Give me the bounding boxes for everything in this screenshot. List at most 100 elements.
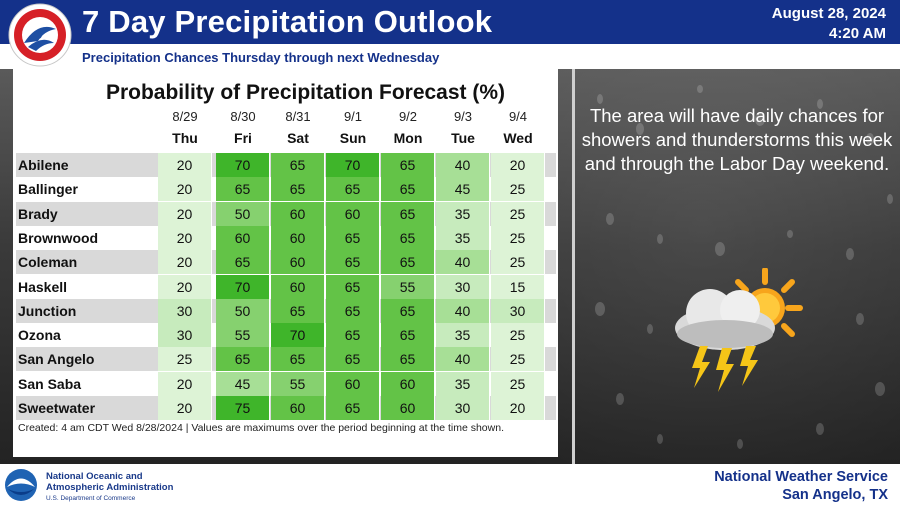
pop-cell: 35 [436, 225, 490, 250]
page-title: 7 Day Precipitation Outlook [82, 4, 493, 39]
table-row: Haskell 20 70 60 65 55 30 15 [16, 274, 556, 299]
pop-cell: 60 [271, 225, 325, 250]
pop-cell: 65 [381, 177, 435, 202]
office-line1: National Weather Service [714, 469, 888, 485]
pop-cell: 65 [381, 250, 435, 275]
pop-cell: 15 [491, 274, 545, 299]
pop-cell: 20 [158, 250, 212, 275]
day-date: 8/30 [230, 109, 256, 124]
nws-logo-icon [8, 3, 72, 67]
table-row: Brady 20 50 60 60 65 35 25 [16, 201, 556, 226]
day-header: 9/1 Sun [326, 107, 380, 149]
issue-datetime: August 28, 2024 4:20 AM [772, 4, 886, 44]
day-date: 8/29 [172, 109, 198, 124]
city-name: San Saba [18, 375, 82, 392]
pop-cell: 65 [326, 177, 380, 202]
city-name: Sweetwater [18, 400, 96, 416]
pop-cell: 45 [436, 177, 490, 202]
pop-cell: 60 [271, 274, 325, 299]
table-row: Abilene 20 70 65 70 65 40 20 [16, 153, 556, 177]
city-name: Haskell [18, 278, 68, 295]
header-bar: 7 Day Precipitation Outlook August 28, 2… [0, 0, 900, 44]
pop-cell: 20 [158, 225, 212, 250]
day-header: 8/30 Fri [216, 107, 270, 149]
pop-cell: 60 [381, 371, 435, 396]
city-name: Coleman [18, 254, 78, 271]
pop-cell: 25 [491, 250, 545, 275]
pop-cell: 70 [216, 153, 270, 177]
pop-cell: 55 [216, 323, 270, 348]
forecast-summary: The area will have daily chances for sho… [581, 105, 893, 174]
pop-cell: 20 [158, 177, 212, 202]
day-date: 9/1 [343, 109, 363, 124]
day-header: 8/29 Thu [158, 107, 212, 149]
pop-cell: 75 [216, 396, 270, 420]
pop-cell: 25 [491, 201, 545, 226]
pop-cell: 65 [326, 225, 380, 250]
noaa-department: U.S. Department of Commerce [46, 495, 136, 502]
day-header: 9/2 Mon [381, 107, 435, 149]
pop-cell: 40 [436, 298, 490, 323]
city-name: Abilene [18, 157, 69, 173]
page-subtitle: Precipitation Chances Thursday through n… [82, 50, 440, 65]
pop-cell: 65 [381, 347, 435, 372]
noaa-logo-icon [5, 469, 37, 501]
city-name: Ballinger [18, 181, 78, 198]
panel-divider [572, 69, 575, 464]
pop-cell: 65 [216, 250, 270, 275]
issue-time: 4:20 AM [829, 25, 886, 42]
table-title: Probability of Precipitation Forecast (%… [105, 81, 506, 104]
day-name: Sat [287, 130, 309, 146]
city-name: Brady [18, 205, 58, 222]
pop-cell: 20 [491, 396, 545, 420]
pop-cell: 70 [271, 323, 325, 348]
pop-cell: 35 [436, 201, 490, 226]
pop-cell: 30 [158, 298, 212, 323]
table-row: San Saba 20 45 55 60 60 35 25 [16, 371, 556, 396]
pop-cell: 25 [158, 347, 212, 372]
pop-cell: 65 [326, 250, 380, 275]
pop-cell: 35 [436, 371, 490, 396]
pop-cell: 60 [326, 371, 380, 396]
pop-cell: 20 [158, 153, 212, 177]
pop-cell: 60 [271, 201, 325, 226]
pop-cell: 60 [271, 396, 325, 420]
pop-cell: 65 [381, 298, 435, 323]
footer-bar: National Oceanic and Atmospheric Adminis… [0, 464, 900, 506]
day-date: 8/31 [285, 109, 311, 124]
day-name: Thu [172, 130, 198, 146]
pop-cell: 65 [326, 323, 380, 348]
pop-cell: 65 [216, 177, 270, 202]
noaa-name-line1: National Oceanic and [46, 471, 143, 482]
noaa-name-line2: Atmospheric Administration [46, 482, 174, 493]
pop-cell: 30 [436, 274, 490, 299]
pop-cell: 25 [491, 177, 545, 202]
day-header: 9/4 Wed [491, 107, 545, 149]
pop-cell: 25 [491, 225, 545, 250]
day-name: Wed [503, 130, 533, 146]
pop-cell: 20 [158, 371, 212, 396]
day-name: Sun [339, 130, 367, 146]
pop-cell: 65 [271, 298, 325, 323]
pop-cell: 30 [158, 323, 212, 348]
day-date: 9/2 [398, 109, 418, 124]
issue-date: August 28, 2024 [771, 5, 886, 22]
pop-cell: 20 [158, 201, 212, 226]
pop-cell: 60 [271, 250, 325, 275]
pop-cell: 65 [271, 177, 325, 202]
pop-cell: 65 [326, 298, 380, 323]
day-header: 9/3 Tue [436, 107, 490, 149]
day-header: 8/31 Sat [271, 107, 325, 149]
pop-cell: 20 [491, 153, 545, 177]
pop-cell: 30 [491, 298, 545, 323]
pop-cell: 65 [216, 347, 270, 372]
city-name: Ozona [18, 327, 61, 344]
pop-cell: 65 [326, 274, 380, 299]
city-name: Junction [18, 302, 77, 319]
table-row: Sweetwater 20 75 60 65 60 30 20 [16, 396, 556, 420]
pop-cell: 65 [271, 153, 325, 177]
pop-cell: 50 [216, 298, 270, 323]
day-name: Fri [234, 130, 252, 146]
pop-cell: 70 [326, 153, 380, 177]
city-name: Brownwood [18, 229, 99, 246]
